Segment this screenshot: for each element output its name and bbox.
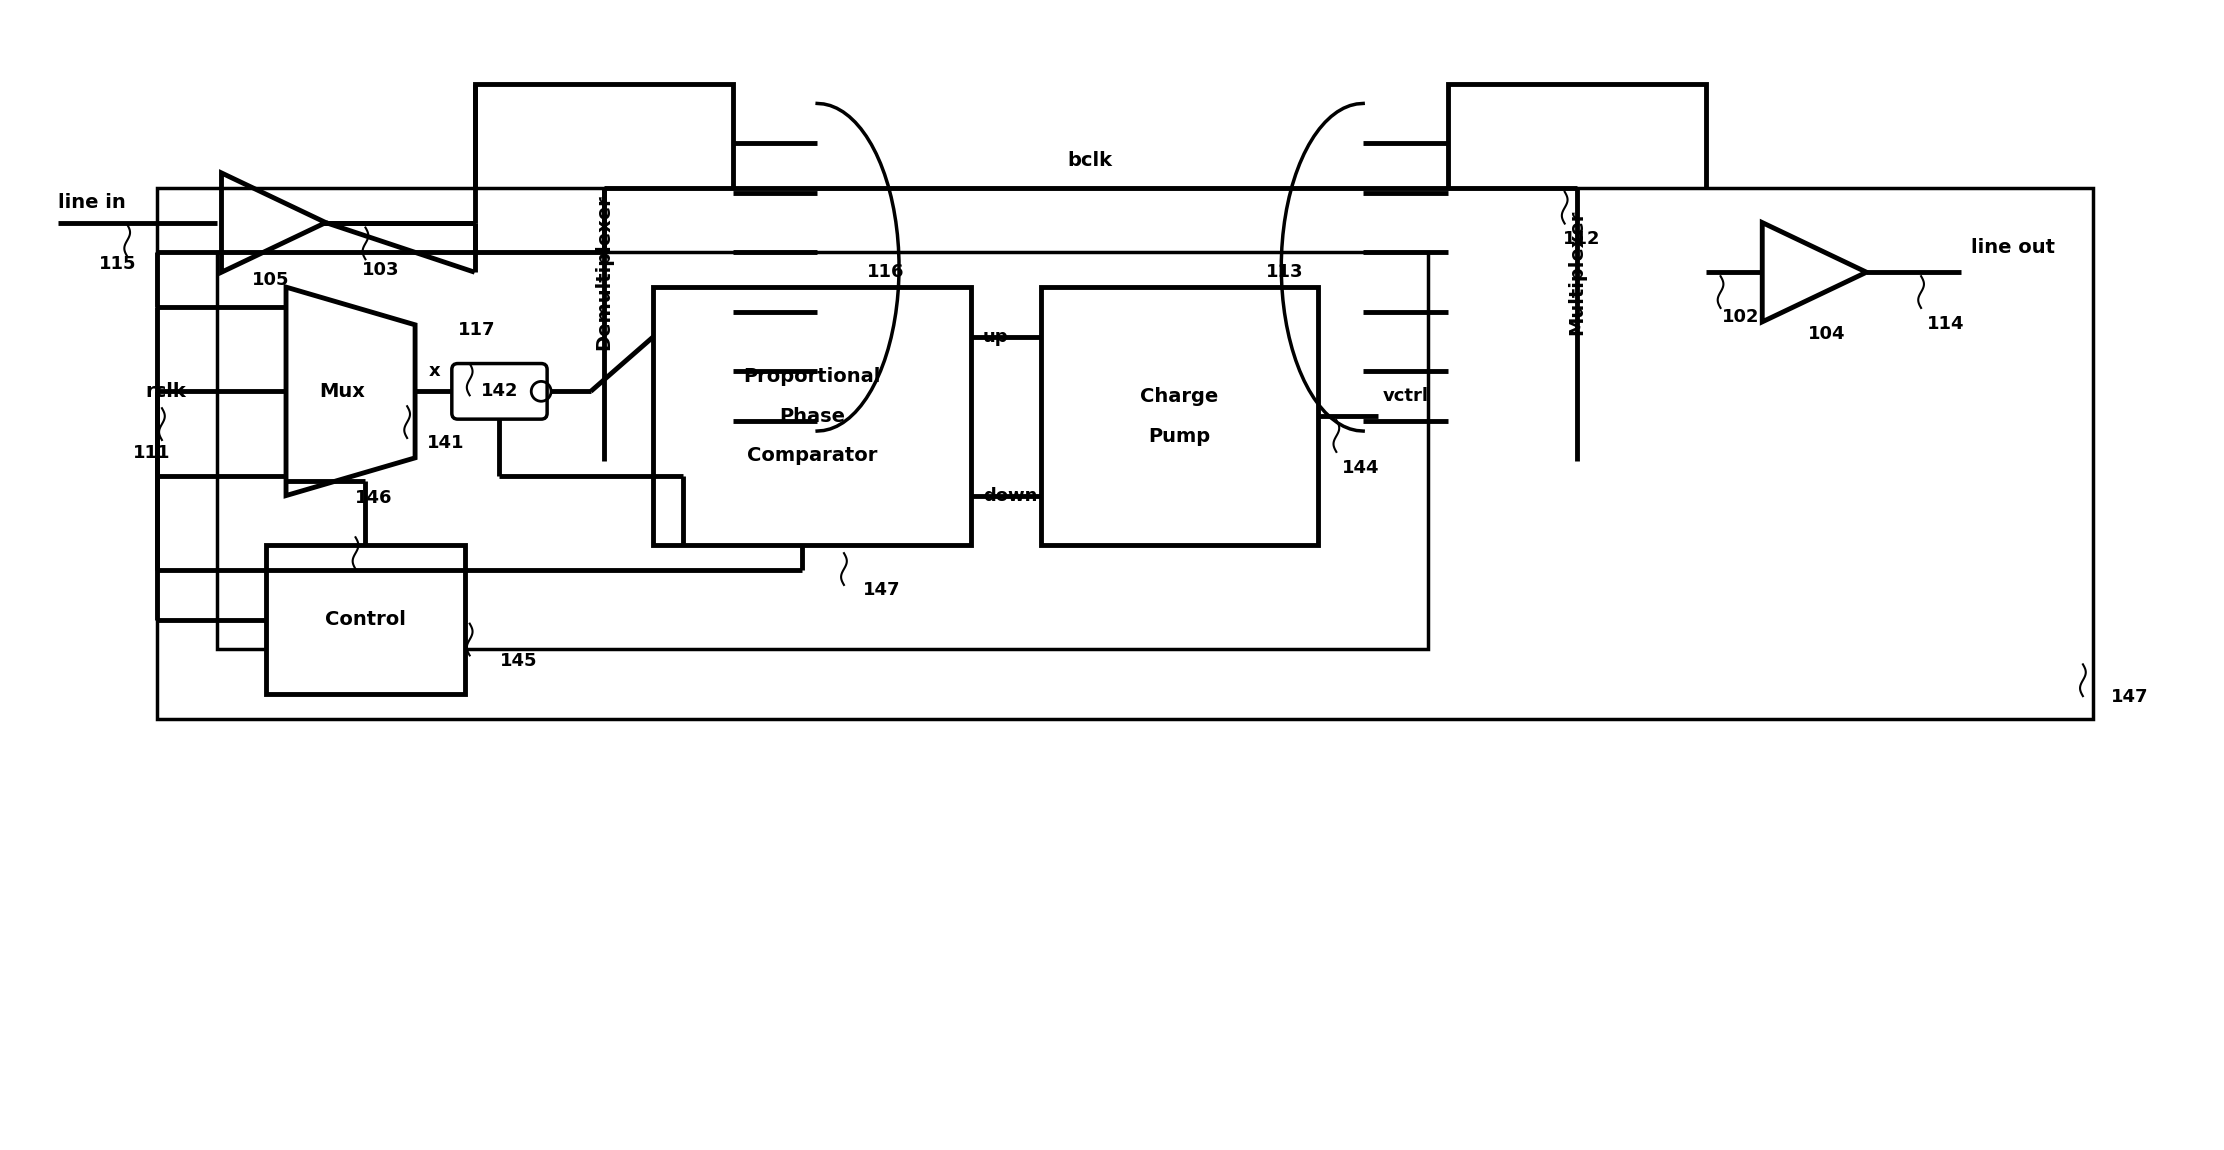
Bar <box>1448 84 1706 461</box>
Text: 142: 142 <box>480 382 518 400</box>
Text: 103: 103 <box>363 261 398 279</box>
Text: Demultiplexer: Demultiplexer <box>594 194 614 350</box>
Text: 147: 147 <box>2111 688 2148 706</box>
Text: up: up <box>983 328 1007 346</box>
Text: 111: 111 <box>133 444 171 462</box>
Text: Mux: Mux <box>320 382 365 401</box>
Bar <box>158 187 2093 719</box>
Text: Phase: Phase <box>778 407 845 426</box>
Text: 114: 114 <box>1928 315 1964 332</box>
Text: 116: 116 <box>867 263 905 282</box>
Text: 141: 141 <box>427 434 465 452</box>
Text: Control: Control <box>325 611 407 629</box>
Text: 144: 144 <box>1341 459 1379 477</box>
Text: 115: 115 <box>98 255 136 274</box>
Text: 104: 104 <box>1808 324 1846 343</box>
Text: x: x <box>429 362 440 381</box>
Text: 146: 146 <box>354 489 391 506</box>
Text: 113: 113 <box>1265 263 1303 282</box>
Text: 145: 145 <box>500 652 536 670</box>
Text: down: down <box>983 486 1036 505</box>
Bar <box>474 84 732 461</box>
Text: Charge: Charge <box>1141 386 1219 406</box>
Text: Multiplexer: Multiplexer <box>1568 209 1586 335</box>
FancyBboxPatch shape <box>451 363 547 419</box>
Text: line in: line in <box>58 193 125 213</box>
Bar <box>216 252 1428 650</box>
Text: rclk: rclk <box>145 382 187 401</box>
Bar <box>654 288 972 545</box>
Text: 147: 147 <box>863 581 901 599</box>
Text: 112: 112 <box>1563 230 1601 248</box>
Text: 117: 117 <box>458 321 496 339</box>
Text: 105: 105 <box>251 271 289 289</box>
Bar <box>267 545 465 695</box>
Text: Pump: Pump <box>1148 427 1210 445</box>
Text: bclk: bclk <box>1068 151 1112 170</box>
Text: vctrl: vctrl <box>1383 388 1430 405</box>
Bar <box>1041 288 1319 545</box>
Text: Comparator: Comparator <box>747 446 878 466</box>
Text: line out: line out <box>1970 238 2055 256</box>
Text: 102: 102 <box>1721 308 1759 325</box>
Text: Proportional: Proportional <box>743 367 881 386</box>
